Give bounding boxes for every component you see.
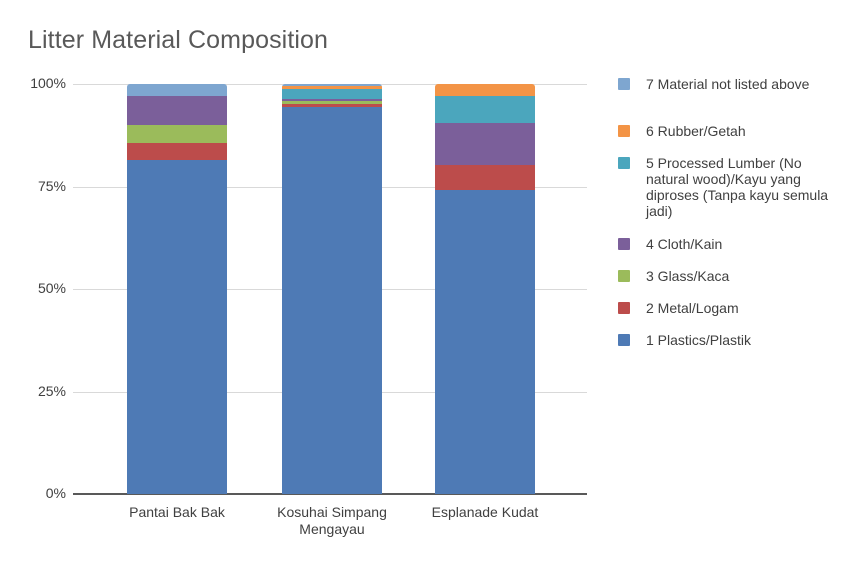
legend-label: 5 Processed Lumber (No natural wood)/Kay… — [646, 155, 829, 219]
legend-swatch-icon — [618, 78, 630, 90]
stacked-bar[interactable] — [435, 84, 535, 494]
legend-swatch-icon — [618, 125, 630, 137]
y-tick-label: 100% — [30, 75, 66, 91]
x-axis-line — [73, 493, 587, 495]
y-tick-label: 0% — [45, 485, 66, 501]
legend-label: 4 Cloth/Kain — [646, 236, 723, 252]
legend-item[interactable]: 5 Processed Lumber (No natural wood)/Kay… — [618, 155, 836, 219]
y-tick-label: 25% — [37, 383, 66, 399]
y-tick-label: 75% — [37, 178, 66, 194]
legend-item[interactable]: 7 Material not listed above — [618, 76, 826, 92]
bar-segment[interactable] — [282, 88, 382, 99]
bar-segment[interactable] — [127, 95, 227, 125]
bar-segment[interactable] — [282, 85, 382, 89]
legend-item[interactable]: 6 Rubber/Getah — [618, 123, 846, 139]
bar-segment[interactable] — [282, 103, 382, 108]
bar-segment[interactable] — [282, 84, 382, 86]
x-tick-label: Esplanade Kudat — [431, 504, 539, 520]
chart-title: Litter Material Composition — [28, 26, 329, 54]
legend-label: 6 Rubber/Getah — [646, 123, 746, 139]
stacked-bar[interactable] — [282, 84, 382, 494]
bar-segment[interactable] — [435, 164, 535, 190]
legend-item[interactable]: 1 Plastics/Plastik — [618, 332, 846, 348]
legend-item[interactable]: 3 Glass/Kaca — [618, 268, 846, 284]
legend-label: 1 Plastics/Plastik — [646, 332, 752, 348]
y-tick-label: 50% — [37, 280, 66, 296]
bar-segment[interactable] — [127, 124, 227, 143]
bar-segment[interactable] — [127, 142, 227, 161]
bar-segment[interactable] — [282, 100, 382, 104]
x-tick-label: Pantai Bak Bak — [129, 504, 225, 520]
legend-swatch-icon — [618, 157, 630, 169]
legend-label: 3 Glass/Kaca — [646, 268, 730, 284]
legend-swatch-icon — [618, 334, 630, 346]
legend-swatch-icon — [618, 270, 630, 282]
legend-item[interactable]: 4 Cloth/Kain — [618, 236, 846, 252]
bar-segment[interactable] — [127, 84, 227, 96]
legend-item[interactable]: 2 Metal/Logam — [618, 300, 846, 316]
stacked-bar[interactable] — [127, 84, 227, 494]
bar-segment[interactable] — [127, 160, 227, 494]
legend-label: 7 Material not listed above — [646, 76, 810, 92]
bar-segment[interactable] — [435, 84, 535, 96]
legend-label: 2 Metal/Logam — [646, 300, 739, 316]
bar-segment[interactable] — [435, 189, 535, 494]
legend-swatch-icon — [618, 302, 630, 314]
bar-segment[interactable] — [282, 98, 382, 101]
bar-segment[interactable] — [435, 95, 535, 123]
bar-segment[interactable] — [435, 122, 535, 165]
bar-segment[interactable] — [282, 107, 382, 494]
x-tick-label: Kosuhai Simpang Mengayau — [277, 504, 387, 537]
legend-swatch-icon — [618, 238, 630, 250]
